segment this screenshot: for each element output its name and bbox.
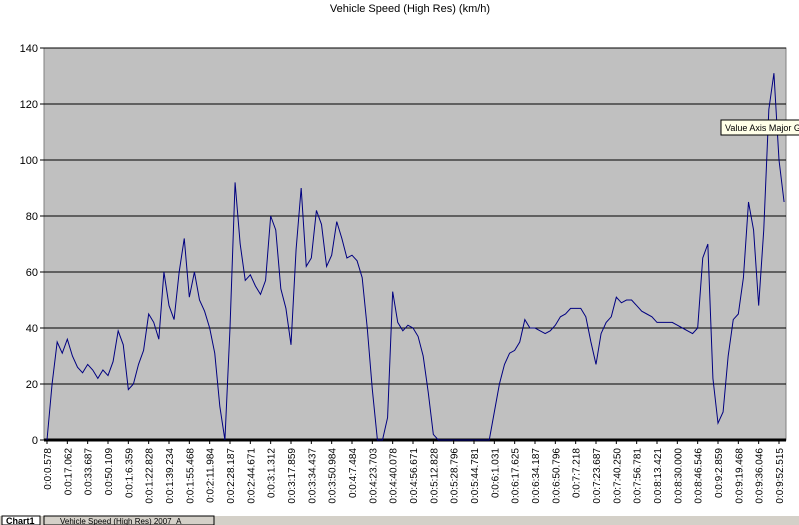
x-tick-label: 0:0:9:36.046 bbox=[755, 448, 766, 504]
y-tick-label: 0 bbox=[32, 435, 38, 447]
tab[interactable] bbox=[1, 515, 41, 525]
y-tick-label: 40 bbox=[26, 323, 38, 335]
x-tick-label: 0:0:9:19.468 bbox=[734, 448, 745, 504]
x-tick-label: 0:0:3:1.312 bbox=[267, 448, 278, 498]
x-tick-label: 0:0:4:56.671 bbox=[409, 448, 420, 504]
series-line bbox=[46, 73, 785, 441]
plot-area bbox=[43, 47, 787, 441]
tooltip bbox=[720, 119, 799, 136]
x-tick-label: 0:0:3:34.437 bbox=[307, 448, 318, 504]
x-tick-label: 0:0:3:17.859 bbox=[287, 448, 298, 504]
x-tick-label: 0:0:4:7.484 bbox=[348, 448, 359, 498]
y-tick-label: 120 bbox=[20, 99, 38, 111]
x-tick-label: 0:0:17.062 bbox=[63, 448, 74, 496]
x-tick-label: 0:0:1:6.359 bbox=[124, 448, 135, 498]
x-tick-label: 0:0:0.578 bbox=[43, 448, 54, 490]
x-tick-label: 0:0:1:39.234 bbox=[165, 448, 176, 504]
x-tick-label: 0:0:33.687 bbox=[84, 448, 95, 496]
x-tick-label: 0:0:50.109 bbox=[104, 448, 115, 496]
tab-label[interactable]: Chart1 bbox=[6, 516, 35, 525]
x-tick-label: 0:0:7:56.781 bbox=[633, 448, 644, 504]
x-tick-label: 0:0:6:17.625 bbox=[511, 448, 522, 504]
tab-strip bbox=[0, 516, 799, 525]
chart-title: Vehicle Speed (High Res) (km/h) bbox=[330, 3, 490, 15]
y-tick-label: 80 bbox=[26, 211, 38, 223]
x-tick-label: 0:0:7:7.218 bbox=[572, 448, 583, 498]
grid bbox=[40, 47, 786, 442]
x-tick-label: 0:0:4:23.703 bbox=[368, 448, 379, 504]
x-tick-label: 0:0:3:50.984 bbox=[328, 448, 339, 504]
y-tick-label: 140 bbox=[20, 43, 38, 55]
y-tick-label: 20 bbox=[26, 379, 38, 391]
x-tick-label: 0:0:4:40.078 bbox=[389, 448, 400, 504]
y-tick-label: 100 bbox=[20, 155, 38, 167]
x-tick-label: 0:0:5:12.828 bbox=[429, 448, 440, 504]
x-tick-label: 0:0:7:23.687 bbox=[592, 448, 603, 504]
x-tick-label: 0:0:1:55.468 bbox=[185, 448, 196, 504]
y-tick-label: 60 bbox=[26, 267, 38, 279]
x-tick-label: 0:0:1:22.828 bbox=[145, 448, 156, 504]
x-tick-label: 0:0:2:11.984 bbox=[206, 448, 217, 503]
x-tick-label: 0:0:9:52.515 bbox=[775, 448, 786, 504]
x-tick-label: 0:0:5:44.781 bbox=[470, 448, 481, 504]
x-tick-label: 0:0:7:40.250 bbox=[612, 448, 623, 504]
x-tick-label: 0:0:8:46.546 bbox=[694, 448, 705, 504]
x-tick-label: 0:0:6:50.796 bbox=[551, 448, 562, 504]
x-tick-label: 0:0:2:28.187 bbox=[226, 448, 237, 504]
x-tick-label: 0:0:8:13.421 bbox=[653, 448, 664, 504]
x-tick-label: 0:0:8:30.000 bbox=[673, 448, 684, 504]
x-tick-label: 0:0:5:28.796 bbox=[450, 448, 461, 504]
x-tick-label: 0:0:9:2.859 bbox=[714, 448, 725, 498]
tab-label[interactable]: Vehicle Speed (High Res) 2007_A bbox=[60, 517, 182, 525]
x-tick-label: 0:0:6:34.187 bbox=[531, 448, 542, 504]
tooltip-text: Value Axis Major G bbox=[725, 123, 799, 133]
tab[interactable] bbox=[43, 515, 215, 525]
series bbox=[46, 73, 785, 441]
x-labels: 0:0:0.578 0:0:17.062 0:0:33.687 0:0:50.109 0… bbox=[43, 440, 786, 504]
x-tick-label: 0:0:2:44.671 bbox=[246, 448, 257, 504]
x-tick-label: 0:0:6:1.031 bbox=[490, 448, 501, 498]
